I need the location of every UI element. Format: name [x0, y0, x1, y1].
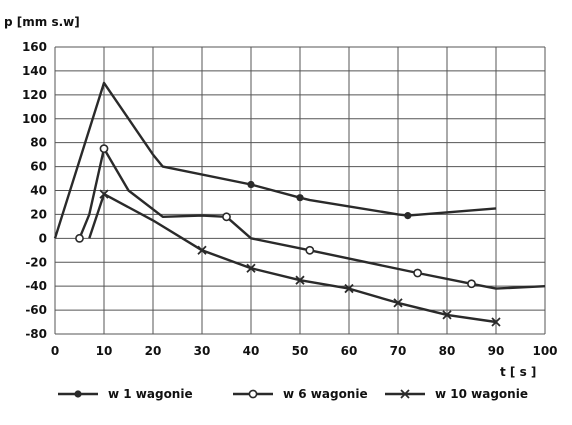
x-tick-label: 90 — [488, 344, 505, 358]
series-1 — [53, 81, 497, 239]
y-tick-label: 60 — [30, 160, 47, 174]
series-3 — [88, 189, 501, 327]
data-point-marker — [491, 317, 501, 327]
data-point-marker — [99, 144, 109, 154]
data-point-marker — [222, 212, 231, 222]
data-point-marker — [404, 212, 412, 220]
y-tick-label: 160 — [22, 40, 47, 54]
legend-marker — [248, 389, 258, 399]
x-tick-label: 10 — [96, 344, 113, 358]
y-tick-label: -60 — [25, 303, 47, 317]
x-tick-label: 40 — [243, 344, 260, 358]
x-tick-label: 50 — [292, 344, 309, 358]
data-point-marker — [99, 189, 109, 199]
data-point-marker — [305, 245, 315, 255]
y-tick-label: 140 — [22, 64, 47, 78]
y-axis-label: p [mm s.w] — [4, 15, 80, 29]
y-tick-label: 100 — [22, 112, 47, 126]
series-layer — [53, 81, 546, 327]
legend-item: w 10 wagonie — [385, 387, 528, 401]
grid — [54, 46, 546, 335]
data-point-marker — [246, 263, 256, 273]
legend-marker — [74, 390, 82, 398]
legend: w 1 wagonie w 6 wagonie w 10 wagonie — [58, 387, 528, 401]
y-tick-label: 0 — [39, 231, 47, 245]
data-point-marker — [295, 275, 305, 285]
x-tick-label: 80 — [439, 344, 456, 358]
series-line — [88, 192, 497, 324]
legend-label: w 1 wagonie — [108, 387, 193, 401]
data-point-marker — [393, 298, 403, 308]
series-line — [53, 81, 497, 239]
y-tick-label: -80 — [25, 327, 47, 341]
x-tick-label: 30 — [194, 344, 211, 358]
data-point-marker — [442, 310, 452, 320]
x-tick-label: 20 — [145, 344, 162, 358]
legend-marker — [400, 389, 410, 399]
y-tick-label: -40 — [25, 279, 47, 293]
y-tick-label: 40 — [30, 184, 47, 198]
x-tick-label: 100 — [532, 344, 557, 358]
legend-item: w 1 wagonie — [58, 387, 193, 401]
series-2 — [75, 144, 546, 290]
x-tick-label: 60 — [341, 344, 358, 358]
x-tick-label: 70 — [390, 344, 407, 358]
data-point-marker — [197, 245, 207, 255]
y-tick-label: 120 — [22, 88, 47, 102]
tick-labels: 0 10 20 30 40 50 60 70 80 90 100 160 140 120 100 80 60 40… — [22, 40, 558, 358]
data-point-marker — [75, 233, 84, 243]
y-tick-label: -20 — [25, 255, 47, 269]
y-tick-label: 20 — [30, 207, 47, 221]
data-point-marker — [296, 194, 304, 202]
data-point-marker — [413, 268, 422, 278]
data-point-marker — [247, 180, 255, 189]
data-point-marker — [467, 279, 476, 289]
x-axis-label: t [ s ] — [500, 365, 536, 379]
y-tick-label: 80 — [30, 136, 47, 150]
legend-item: w 6 wagonie — [233, 387, 368, 401]
data-point-marker — [344, 283, 354, 294]
legend-label: w 10 wagonie — [435, 387, 528, 401]
x-tick-label: 0 — [51, 344, 59, 358]
legend-label: w 6 wagonie — [283, 387, 368, 401]
